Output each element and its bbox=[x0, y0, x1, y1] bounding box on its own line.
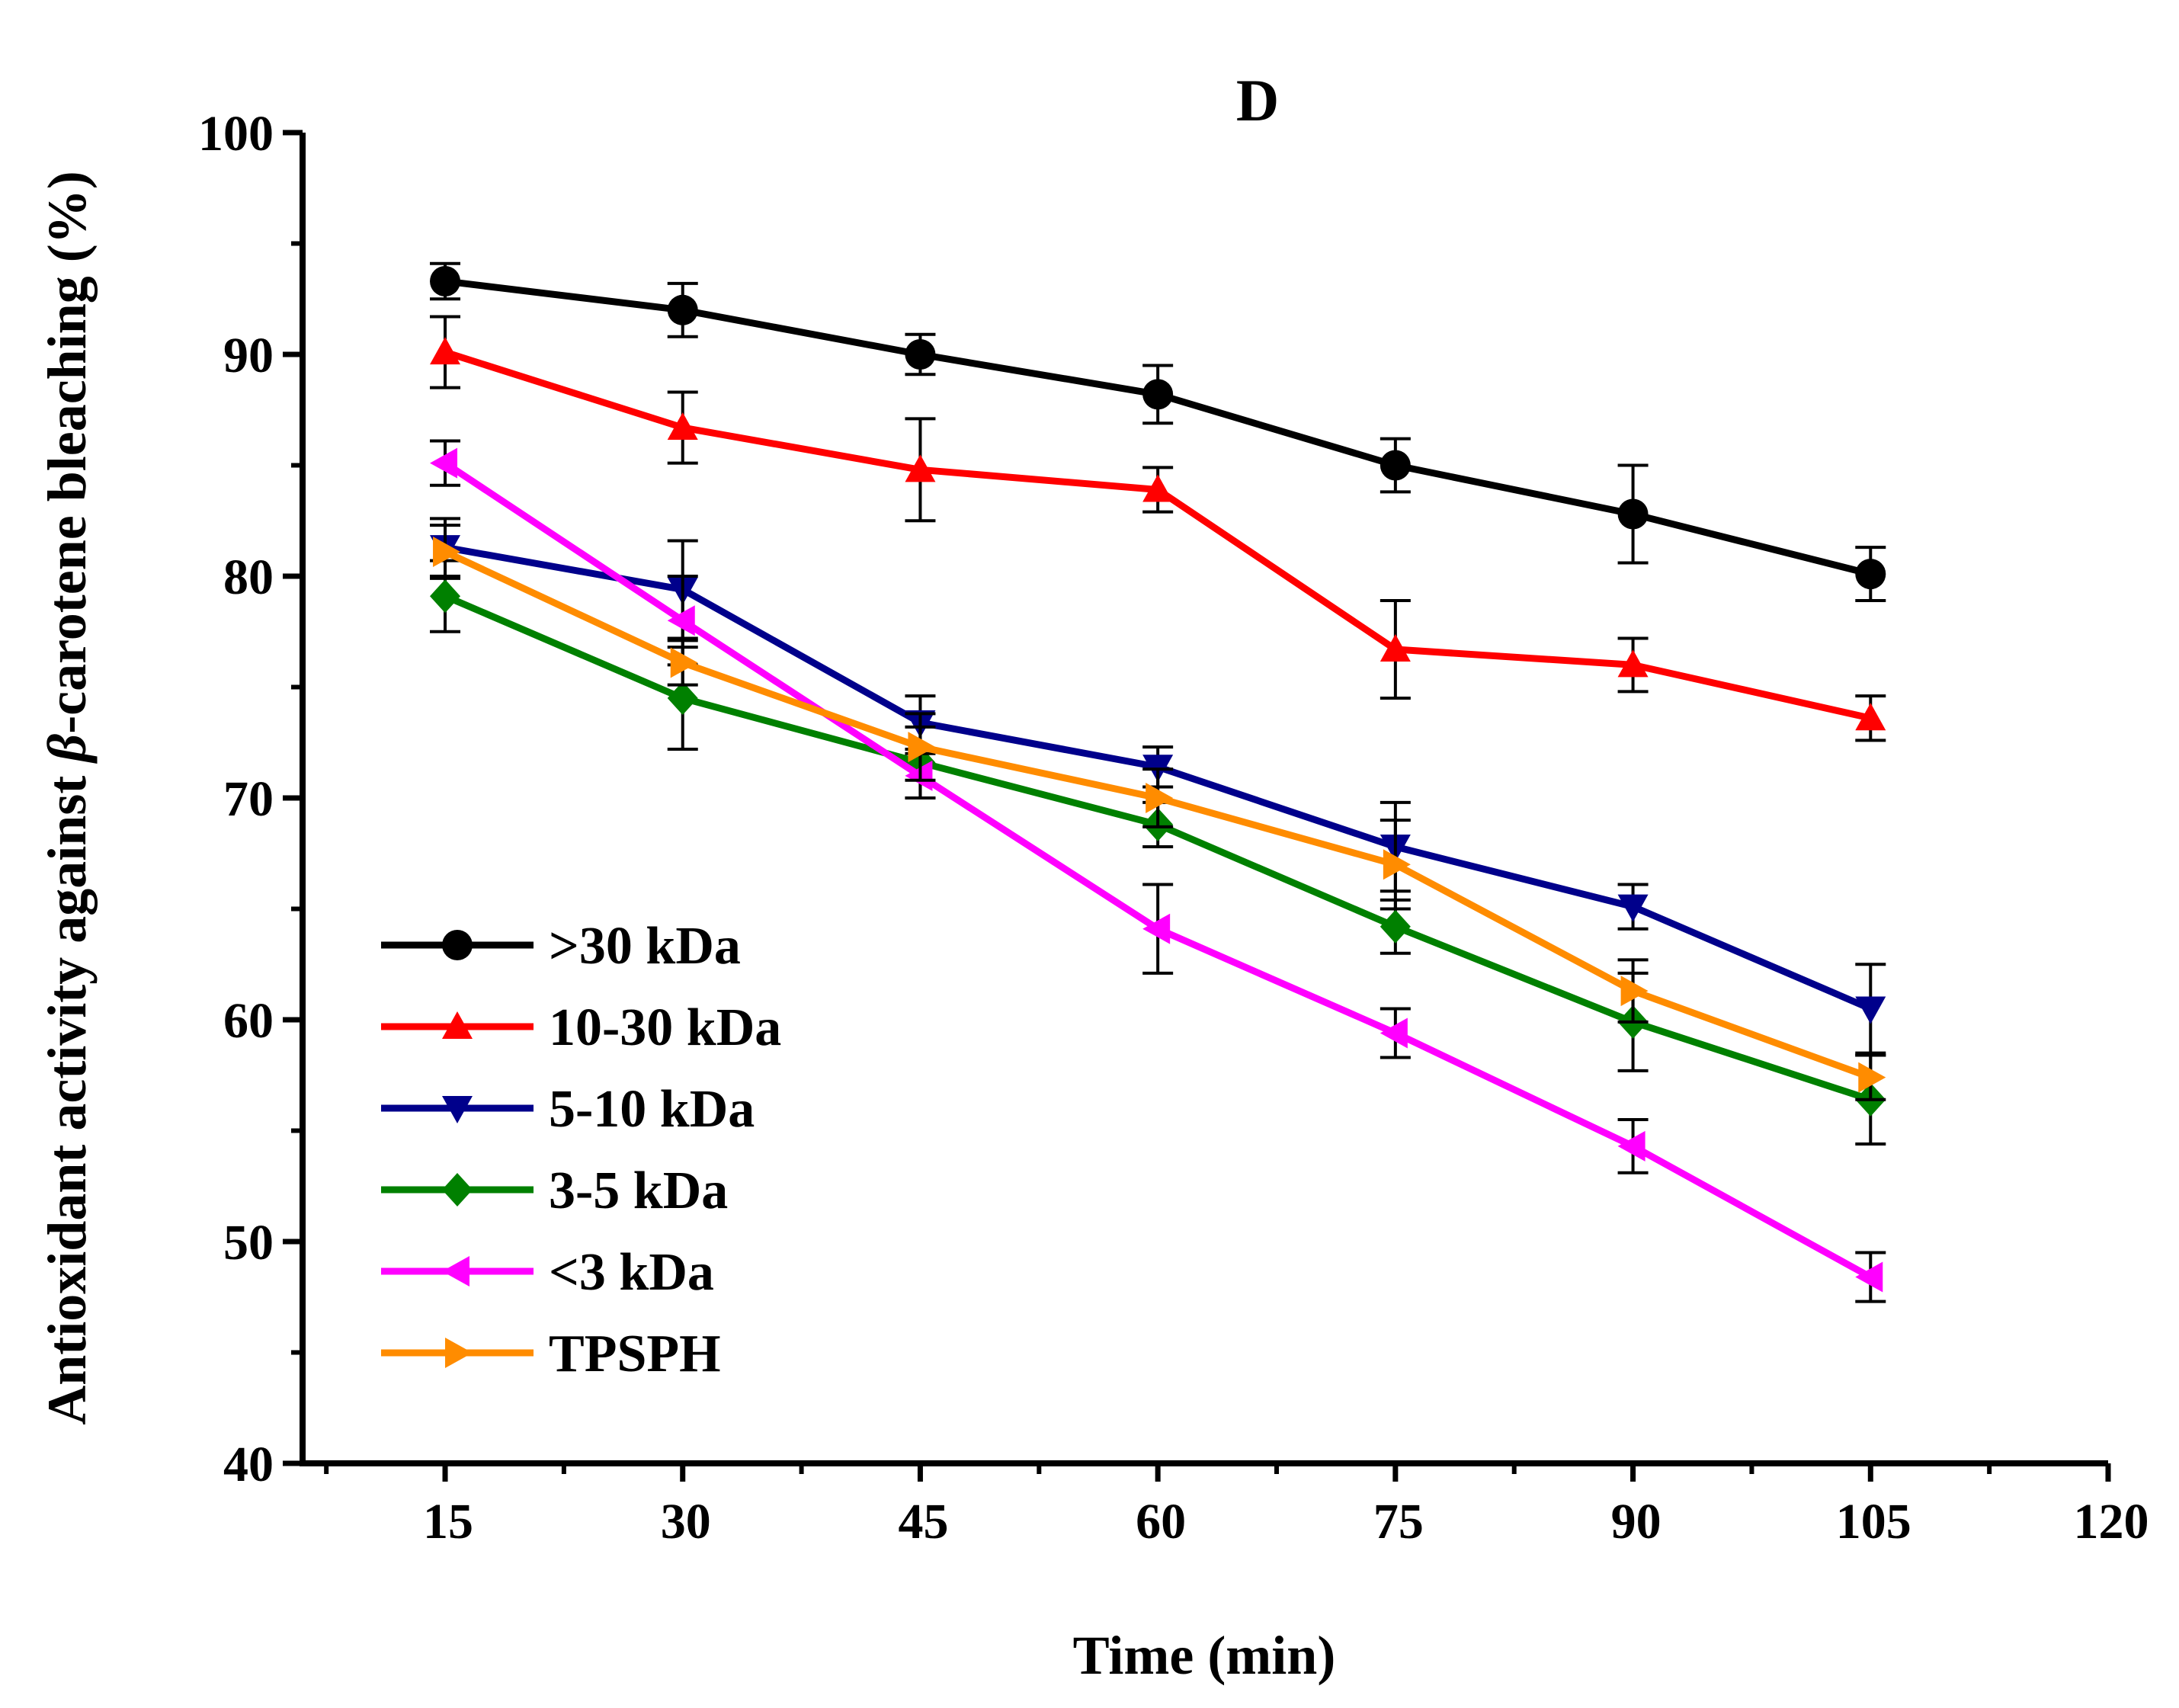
y-tick-label-60: 60 bbox=[223, 993, 274, 1049]
legend-item-4: <3 kDa bbox=[381, 1243, 714, 1302]
legend-label: 10-30 kDa bbox=[549, 998, 781, 1057]
data-point bbox=[667, 412, 698, 441]
data-point bbox=[1379, 450, 1411, 481]
data-point bbox=[1855, 703, 1886, 731]
data-point bbox=[1146, 783, 1174, 813]
legend-item-3: 3-5 kDa bbox=[381, 1162, 728, 1220]
x-tick-label-45: 45 bbox=[898, 1494, 948, 1549]
series-line-0 bbox=[444, 277, 1872, 578]
data-point bbox=[430, 579, 461, 614]
data-point bbox=[905, 339, 936, 370]
legend-label: 3-5 kDa bbox=[549, 1162, 728, 1220]
y-tick-label-40: 40 bbox=[223, 1437, 274, 1492]
data-point bbox=[1620, 976, 1649, 1007]
x-tick-label-75: 75 bbox=[1373, 1494, 1424, 1549]
y-tick-label-50: 50 bbox=[223, 1215, 274, 1271]
x-axis-label: Time (min) bbox=[1073, 1625, 1336, 1686]
error-bars-0 bbox=[430, 261, 1886, 603]
data-point bbox=[1617, 1130, 1645, 1162]
legend-marker bbox=[442, 1096, 473, 1123]
data-point bbox=[1379, 909, 1411, 944]
legend-item-0: >30 kDa bbox=[381, 917, 741, 976]
data-point bbox=[430, 447, 458, 479]
data-point bbox=[667, 294, 698, 325]
y-tick-label-100: 100 bbox=[198, 106, 274, 162]
legend-label: >30 kDa bbox=[549, 917, 741, 976]
data-point bbox=[1855, 1261, 1883, 1293]
x-tick-label-90: 90 bbox=[1611, 1494, 1661, 1549]
y-axis-label-symbol: β bbox=[37, 734, 98, 764]
legend-item-5: TPSPH bbox=[381, 1325, 721, 1383]
series-1 bbox=[430, 315, 1886, 742]
data-point bbox=[1379, 1017, 1408, 1049]
data-point bbox=[1617, 894, 1649, 922]
data-point bbox=[430, 265, 461, 296]
series-4 bbox=[430, 439, 1886, 1303]
data-point bbox=[430, 337, 461, 365]
data-point bbox=[433, 536, 461, 567]
data-point bbox=[1142, 474, 1174, 502]
y-tick-label-80: 80 bbox=[223, 550, 274, 605]
x-tick-label-105: 105 bbox=[1836, 1494, 1911, 1549]
legend-marker bbox=[442, 1173, 473, 1206]
data-point bbox=[1617, 649, 1649, 678]
y-tick-label-70: 70 bbox=[223, 771, 274, 827]
data-point bbox=[1617, 498, 1649, 530]
data-point bbox=[1855, 559, 1886, 590]
data-point bbox=[1379, 634, 1411, 662]
x-tick-label-30: 30 bbox=[661, 1494, 711, 1549]
y-axis-label-prefix: Antioxidant activity against bbox=[37, 762, 98, 1425]
legend: >30 kDa 10-30 kDa 5-10 kDa 3-5 kDa <3 kDa TPS… bbox=[381, 917, 781, 1383]
legend-label: <3 kDa bbox=[549, 1243, 714, 1302]
series-0 bbox=[430, 261, 1886, 603]
data-point bbox=[1383, 849, 1411, 880]
y-tick-label-90: 90 bbox=[223, 328, 274, 383]
data-point bbox=[908, 732, 936, 763]
y-ticks: 40 50 60 70 80 90 100 bbox=[198, 106, 303, 1492]
legend-marker bbox=[445, 1338, 473, 1368]
y-axis-label-suffix: -carotene bleaching (%) bbox=[37, 171, 98, 734]
x-tick-label-60: 60 bbox=[1136, 1494, 1186, 1549]
data-point bbox=[667, 681, 698, 716]
legend-label: TPSPH bbox=[549, 1325, 721, 1383]
data-point bbox=[1142, 913, 1171, 944]
x-ticks: 15 30 45 60 75 90 105 120 bbox=[324, 1463, 2149, 1549]
data-point bbox=[1855, 996, 1886, 1024]
legend-item-1: 10-30 kDa bbox=[381, 998, 781, 1057]
data-point bbox=[1858, 1062, 1886, 1093]
legend-marker bbox=[442, 1256, 469, 1287]
panel-label: D bbox=[1236, 67, 1279, 133]
data-point bbox=[905, 454, 936, 482]
y-axis-label: Antioxidant activity against β-carotene … bbox=[37, 171, 98, 1424]
series-5 bbox=[430, 524, 1886, 1101]
data-point bbox=[670, 647, 698, 678]
series-layer bbox=[430, 261, 1886, 1303]
legend-marker bbox=[442, 1011, 473, 1039]
legend-marker bbox=[442, 930, 473, 960]
x-tick-label-15: 15 bbox=[423, 1494, 473, 1549]
x-tick-label-120: 120 bbox=[2074, 1494, 2149, 1549]
data-point bbox=[667, 605, 695, 636]
data-point bbox=[1142, 379, 1174, 410]
legend-label: 5-10 kDa bbox=[549, 1080, 755, 1139]
legend-item-2: 5-10 kDa bbox=[381, 1080, 755, 1139]
